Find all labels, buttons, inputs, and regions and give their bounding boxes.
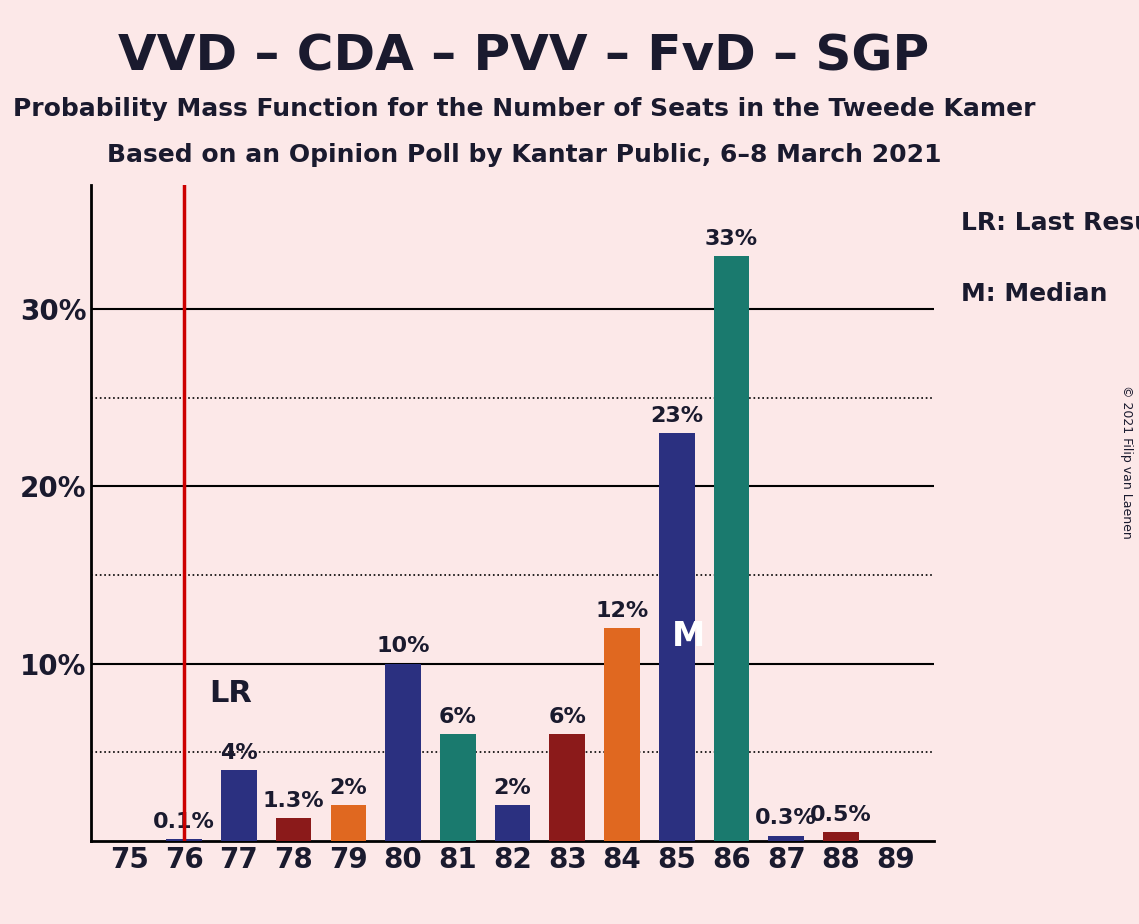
Text: 10%: 10% xyxy=(376,637,429,656)
Text: LR: Last Result: LR: Last Result xyxy=(961,212,1139,236)
Text: 6%: 6% xyxy=(439,708,477,727)
Text: 6%: 6% xyxy=(548,708,587,727)
Bar xyxy=(659,433,695,841)
Bar xyxy=(494,806,531,841)
Bar xyxy=(330,806,366,841)
Text: 2%: 2% xyxy=(329,778,367,798)
Text: M: Median: M: Median xyxy=(961,283,1108,307)
Text: Probability Mass Function for the Number of Seats in the Tweede Kamer: Probability Mass Function for the Number… xyxy=(13,97,1035,121)
Text: Based on an Opinion Poll by Kantar Public, 6–8 March 2021: Based on an Opinion Poll by Kantar Publi… xyxy=(107,143,941,167)
Text: 4%: 4% xyxy=(220,743,257,763)
Bar xyxy=(166,839,202,841)
Text: 23%: 23% xyxy=(650,406,703,426)
Text: VVD – CDA – PVV – FvD – SGP: VVD – CDA – PVV – FvD – SGP xyxy=(118,32,929,80)
Text: 1.3%: 1.3% xyxy=(263,791,325,810)
Bar xyxy=(440,735,476,841)
Bar xyxy=(604,628,640,841)
Bar xyxy=(276,818,311,841)
Text: 2%: 2% xyxy=(493,778,532,798)
Text: 33%: 33% xyxy=(705,228,759,249)
Bar xyxy=(549,735,585,841)
Text: 0.1%: 0.1% xyxy=(154,812,215,832)
Bar xyxy=(221,770,256,841)
Bar xyxy=(714,256,749,841)
Text: LR: LR xyxy=(210,679,252,708)
Text: M: M xyxy=(672,620,705,653)
Text: 0.3%: 0.3% xyxy=(755,808,817,829)
Bar xyxy=(769,835,804,841)
Text: © 2021 Filip van Laenen: © 2021 Filip van Laenen xyxy=(1121,385,1133,539)
Text: 0.5%: 0.5% xyxy=(810,805,871,825)
Text: 12%: 12% xyxy=(596,601,648,621)
Bar xyxy=(823,832,859,841)
Bar xyxy=(385,663,421,841)
